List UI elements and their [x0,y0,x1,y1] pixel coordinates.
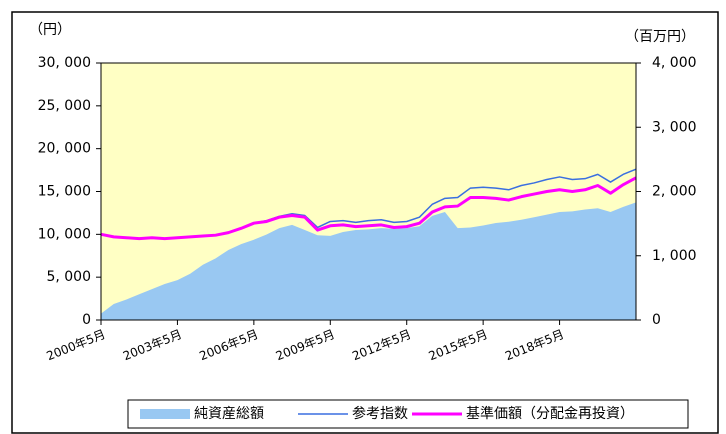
legend-swatch [140,409,190,419]
y2-unit-label: （百万円） [625,29,695,45]
y-tick-label: 25, 000 [38,98,91,114]
y2-tick-label: 2, 000 [652,184,697,200]
legend-box [127,399,689,429]
y-tick-label: 10, 000 [38,226,91,242]
line [100,176,637,241]
legend-label: 参考指数 [352,405,408,422]
y2-tick-label: 4, 000 [652,55,697,71]
y-tick-label: 0 [82,312,91,328]
y2-tick-label: 1, 000 [652,248,697,264]
y2-tick-label: 3, 000 [652,119,697,135]
legend-label: 純資産総額 [194,406,264,422]
legend-label: 基準価額（分配金再投資） [466,405,634,422]
y2-tick-label: 0 [652,312,661,328]
area [101,202,636,320]
y-tick-label: 30, 000 [38,55,91,71]
y-tick-label: 20, 000 [38,141,91,157]
y-tick-label: 5, 000 [46,269,91,285]
y-unit-label: （円） [29,22,71,38]
y-tick-label: 15, 000 [38,184,91,200]
